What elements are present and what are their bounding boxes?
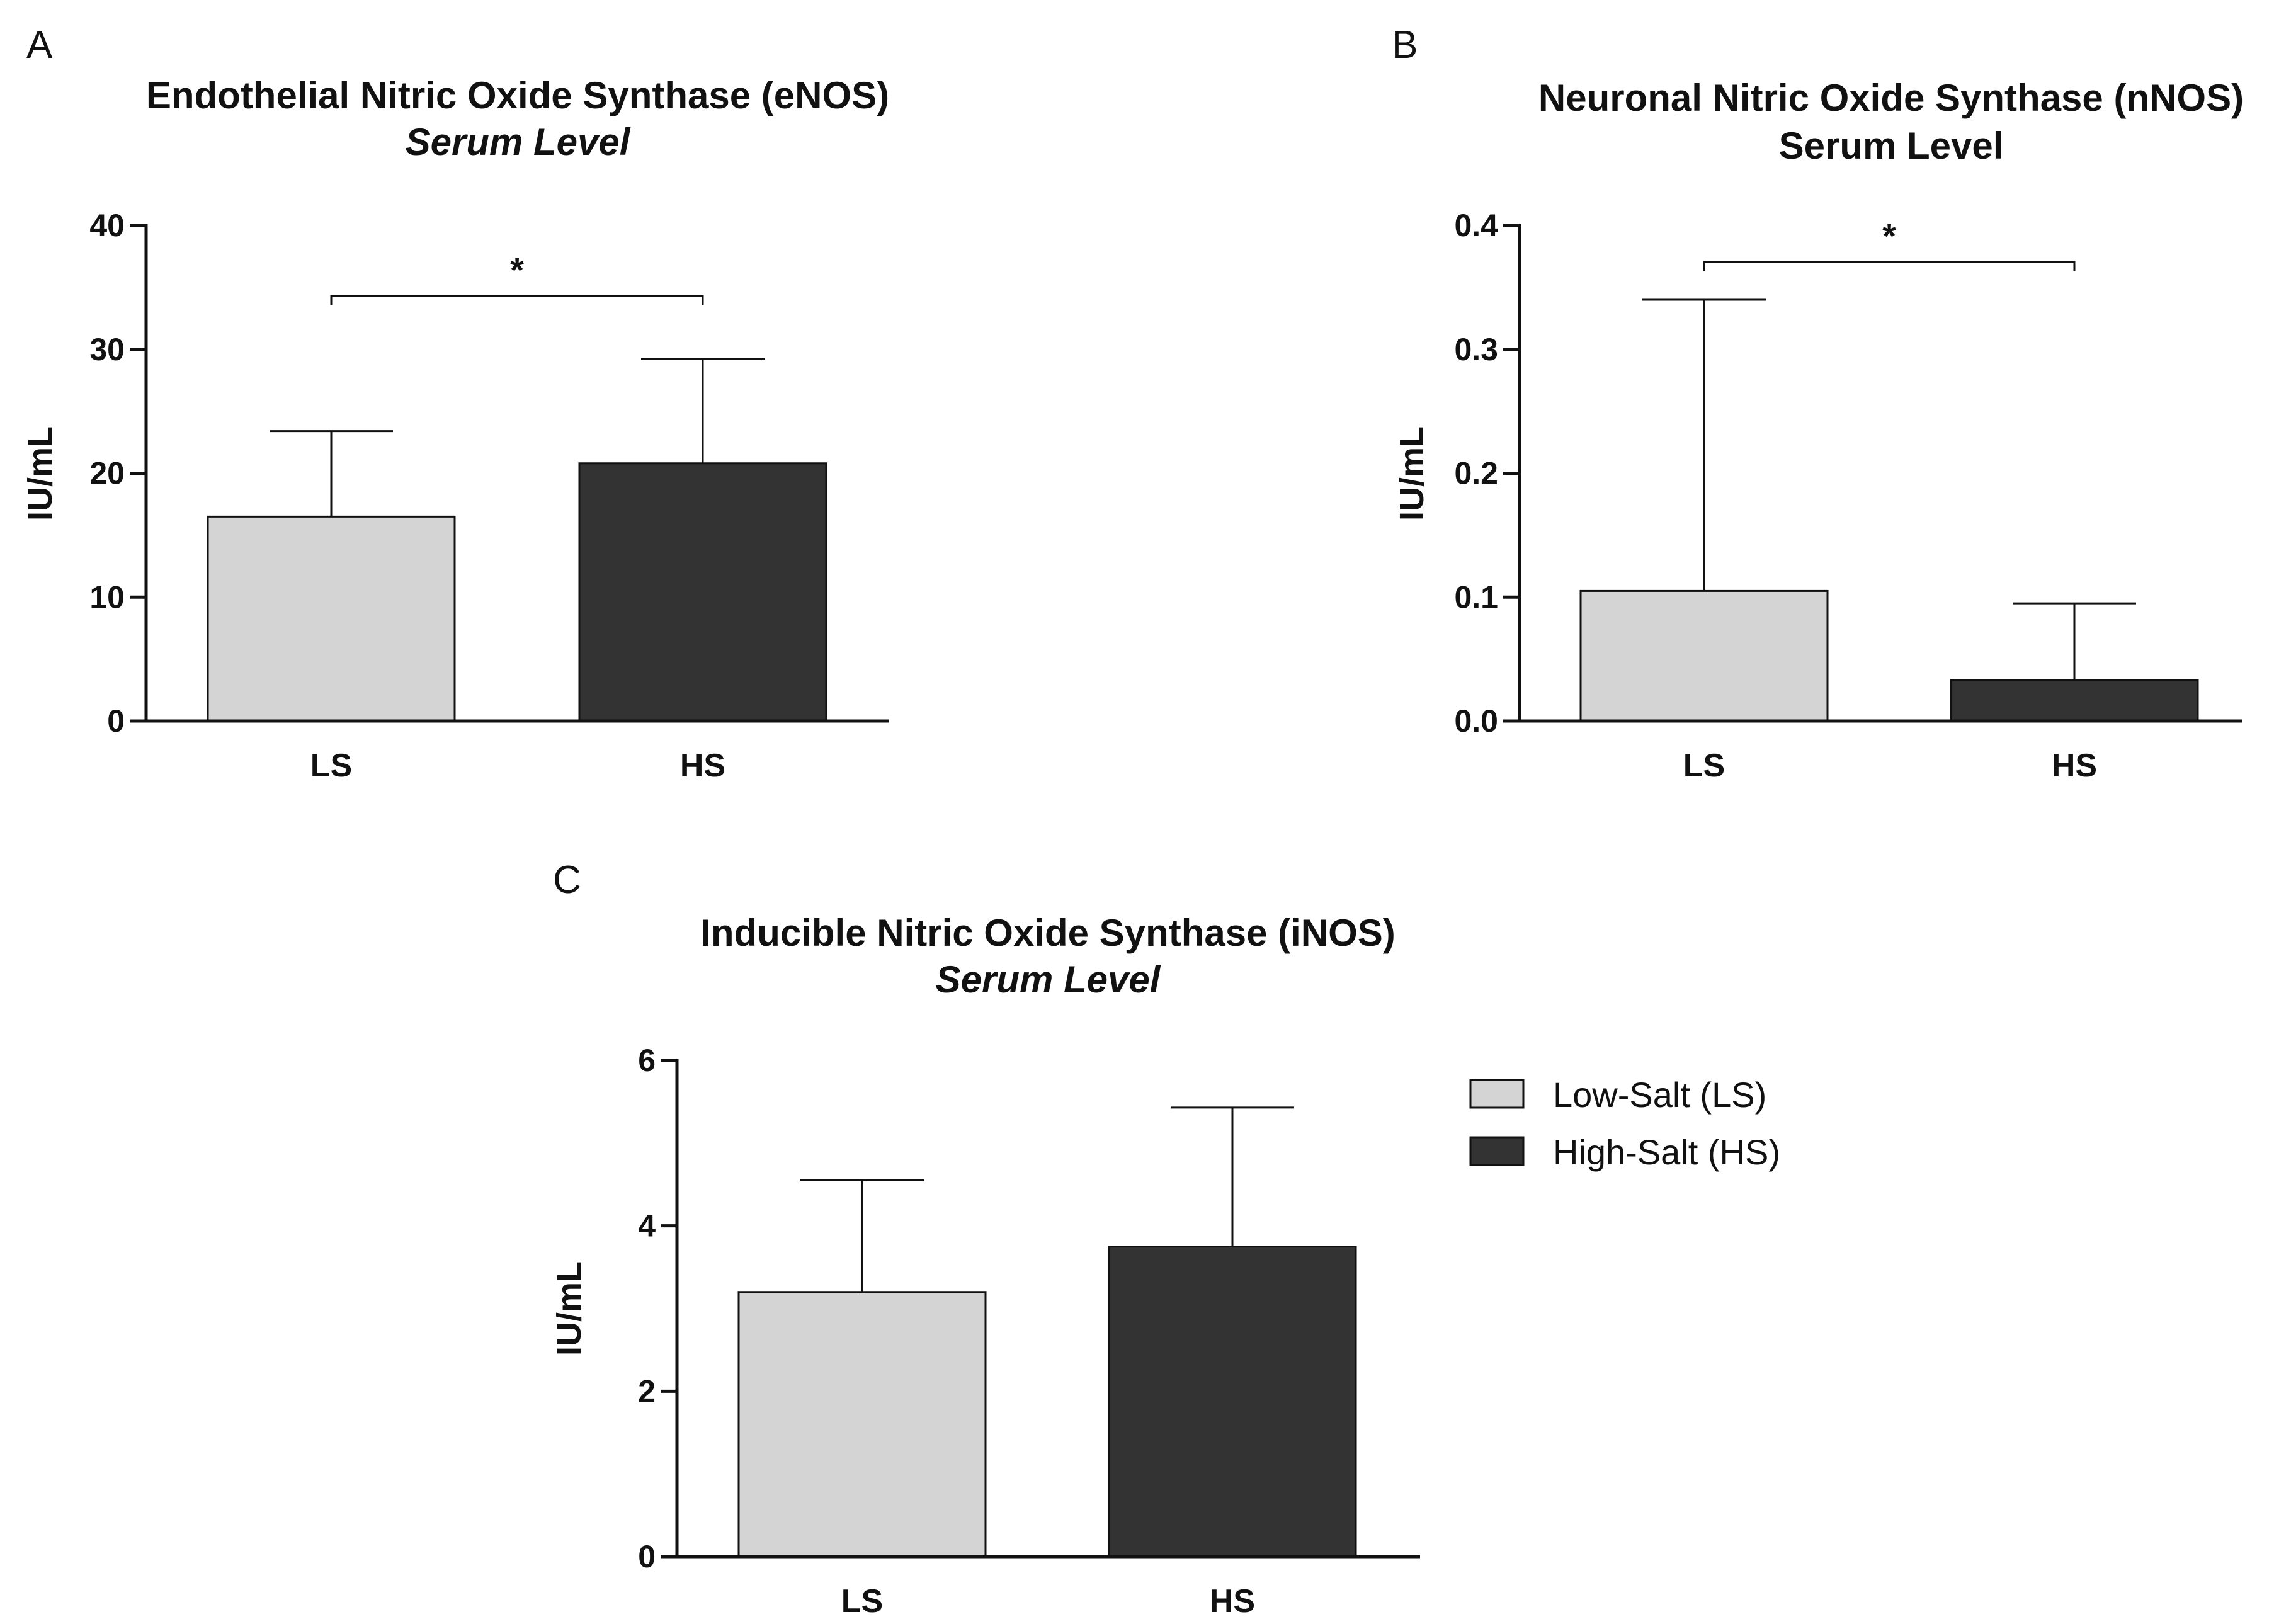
- legend: Low-Salt (LS) High-Salt (HS): [1469, 1075, 1780, 1172]
- panel-c: C Inducible Nitric Oxide Synthase (iNOS)…: [550, 858, 1420, 1620]
- panel-letter-b: B: [1392, 23, 1418, 67]
- panel-a-xtick-label: LS: [310, 747, 352, 784]
- panel-letter-a: A: [26, 23, 53, 67]
- panel-b-significance-bracket: [1703, 261, 2076, 271]
- panel-c-ytick-label: 0: [638, 1539, 656, 1574]
- panel-b-ytick-label: 0.2: [1454, 456, 1498, 491]
- panel-c-title: Inducible Nitric Oxide Synthase (iNOS): [700, 912, 1396, 954]
- panel-a-ytick-label: 40: [89, 208, 125, 243]
- panel-a: A Endothelial Nitric Oxide Synthase (eNO…: [21, 23, 889, 784]
- panel-a-bar-ls: [207, 515, 456, 722]
- panel-c-bar-hs: [1108, 1246, 1357, 1558]
- panel-b: B Neuronal Nitric Oxide Synthase (nNOS) …: [1392, 23, 2244, 784]
- panel-a-ytick-label: 10: [89, 579, 125, 615]
- panel-c-ytick-label: 6: [638, 1043, 656, 1078]
- legend-swatch-ls: [1469, 1079, 1525, 1109]
- panel-b-significance-label: *: [1882, 216, 1896, 256]
- legend-label-hs: High-Salt (HS): [1553, 1132, 1780, 1172]
- panel-b-title: Neuronal Nitric Oxide Synthase (nNOS): [1538, 77, 2244, 119]
- panel-a-significance-bracket: [330, 295, 704, 305]
- panel-b-subtitle: Serum Level: [1779, 125, 2004, 167]
- panel-c-subtitle: Serum Level: [936, 958, 1161, 1001]
- panel-a-xtick-label: HS: [680, 747, 725, 784]
- panel-a-ytick-label: 30: [89, 332, 125, 367]
- panel-b-xtick-label: HS: [2052, 747, 2097, 784]
- panel-b-ytick-label: 0.3: [1454, 332, 1498, 367]
- panel-b-bar-hs: [1950, 679, 2199, 722]
- panel-a-subtitle: Serum Level: [406, 121, 631, 163]
- panel-a-ytick-label: 0: [107, 703, 125, 739]
- panel-b-bar-ls: [1579, 589, 1829, 722]
- panel-b-ytick-label: 0.4: [1454, 208, 1498, 243]
- panel-letter-c: C: [553, 858, 581, 902]
- panel-c-ytick-label: 2: [638, 1373, 656, 1409]
- panel-a-title: Endothelial Nitric Oxide Synthase (eNOS): [146, 74, 889, 116]
- legend-swatch-hs: [1469, 1136, 1525, 1166]
- panel-b-ytick-label: 0.1: [1454, 579, 1498, 615]
- panel-c-bar-ls: [737, 1291, 987, 1558]
- legend-label-ls: Low-Salt (LS): [1553, 1075, 1766, 1115]
- panel-b-ylabel: IU/mL: [1393, 426, 1431, 521]
- panel-a-significance-label: *: [510, 250, 524, 290]
- panel-b-xtick-label: LS: [1683, 747, 1725, 784]
- panel-c-xtick-label: HS: [1210, 1583, 1255, 1620]
- panel-a-ylabel: IU/mL: [21, 426, 59, 521]
- panel-b-ytick-label: 0.0: [1454, 703, 1498, 739]
- panel-c-xtick-label: LS: [841, 1583, 883, 1620]
- panel-c-ylabel: IU/mL: [550, 1261, 588, 1356]
- panel-c-ytick-label: 4: [638, 1208, 656, 1244]
- panel-a-bar-hs: [578, 462, 827, 722]
- panel-a-ytick-label: 20: [89, 456, 125, 491]
